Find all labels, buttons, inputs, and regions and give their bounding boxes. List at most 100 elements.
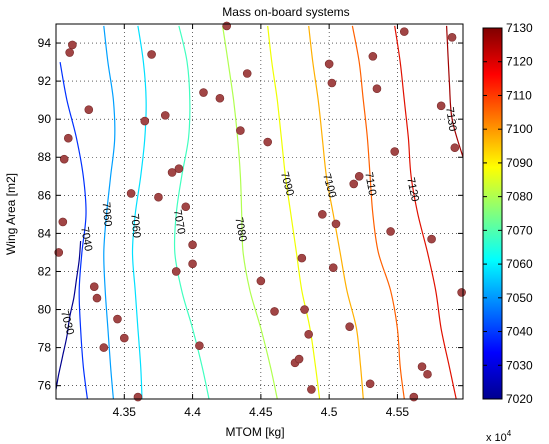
contour-label-5: 7080 [232,216,248,242]
sample-point-38 [307,385,316,394]
contour-7080 [222,25,278,400]
sample-point-13 [133,392,143,402]
y-axis-label: Wing Area [m2] [4,173,18,255]
contour-label-8: 7110 [362,171,378,196]
sample-point-3 [59,154,69,164]
sample-point-50 [386,227,395,236]
sample-point-54 [417,362,427,371]
sample-point-5 [65,48,74,57]
y-tick-label-6: 88 [38,150,52,164]
sample-point-9 [99,343,109,352]
contour-label-9: 7120 [404,176,421,202]
sample-point-34 [294,354,304,364]
x-axis-label: MTOM [kg] [225,425,284,439]
sample-point-44 [345,322,354,331]
sample-point-0 [68,40,77,50]
x-tick-label-0: 4.35 [113,405,137,419]
sample-point-25 [199,88,208,97]
sample-point-12 [126,189,136,198]
y-tick-label-0: 76 [38,379,52,393]
sample-point-45 [349,179,359,189]
contour-label-10: 7130 [443,106,458,132]
contour-7060 [131,25,147,400]
contour-7110 [351,25,405,400]
contour-7030 [55,240,82,390]
colorbar-ticks: 7020 7030 7040 7050 7060 7070 7080 7090 7100 7110… [483,21,533,406]
x-tick-label-3: 4.5 [321,405,338,419]
sample-point-6 [84,105,94,114]
sample-point-18 [167,168,177,177]
x-multiplier-base: x 10 [486,432,507,444]
colorbar-gradient [482,27,503,400]
sample-point-43 [331,219,341,229]
x-tick-label-4: 4.55 [386,405,410,419]
contour-7100 [308,25,364,400]
sample-point-8 [92,293,102,303]
sample-point-40 [324,59,334,69]
contour-7070 [173,25,210,400]
sample-point-59 [450,143,460,153]
colorbar-tick-label-0: 7020 [506,392,533,406]
sample-point-16 [154,192,163,202]
sample-point-19 [171,267,181,276]
y-tick-label-4: 84 [38,226,52,240]
colorbar-tick-label-2: 7040 [506,325,533,339]
sample-point-4 [63,133,73,143]
sample-point-47 [365,379,375,389]
sample-point-57 [436,101,446,111]
sample-point-52 [399,27,409,36]
sample-point-60 [457,288,466,297]
chart-title: Mass on-board systems [222,5,349,19]
sample-point-27 [222,21,232,31]
contour-label-1: 7040 [78,226,94,252]
x-tick-label-2: 4.45 [249,405,273,419]
sample-point-29 [242,69,252,78]
sample-point-31 [263,137,272,147]
colorbar-tick-label-9: 7110 [506,88,532,102]
y-tick-label-9: 94 [38,36,52,50]
y-tick-label-8: 92 [38,74,52,88]
y-tick-label-5: 86 [38,188,52,202]
colorbar-tick-label-7: 7090 [506,156,533,170]
sample-point-58 [447,33,457,42]
x-axis-ticks: 4.35 4.4 4.45 4.5 4.55 [113,24,410,419]
contour-7120 [394,25,457,400]
sample-point-51 [390,147,400,156]
sample-point-55 [423,369,432,379]
sample-point-56 [427,234,436,244]
sample-point-35 [297,253,307,263]
sample-point-39 [318,210,327,219]
sample-point-53 [409,392,419,402]
sample-point-41 [327,78,337,88]
contour-7040 [59,61,88,400]
sample-point-2 [58,217,68,227]
sample-point-30 [256,276,266,286]
contour-7090 [267,25,321,400]
colorbar-tick-label-3: 7050 [506,291,533,305]
sample-point-32 [270,307,279,316]
colorbar-tick-label-5: 7070 [506,223,533,237]
contour-7050 [103,25,116,400]
sample-point-14 [140,116,150,126]
sample-point-7 [89,282,99,291]
colorbar: 7020 7030 7040 7050 7060 7070 7080 7090 7100 7110… [482,21,533,406]
sample-point-20 [174,164,184,173]
colorbar-tick-label-1: 7030 [506,358,533,372]
sample-point-11 [119,333,129,343]
contour-lines [55,25,464,400]
y-tick-label-3: 82 [38,264,52,278]
colorbar-tick-label-8: 7100 [506,122,533,136]
sample-point-36 [300,305,309,314]
contour-label-4: 7070 [171,209,187,235]
sample-point-17 [160,111,170,120]
sample-point-23 [188,259,197,269]
x-tick-label-1: 4.4 [184,405,201,419]
sample-point-22 [188,240,197,250]
contour-label-3: 7060 [128,213,142,238]
sample-point-26 [215,93,225,103]
y-axis-ticks: 76 78 80 82 84 86 88 90 92 94 [38,36,463,393]
sample-point-24 [195,341,204,351]
